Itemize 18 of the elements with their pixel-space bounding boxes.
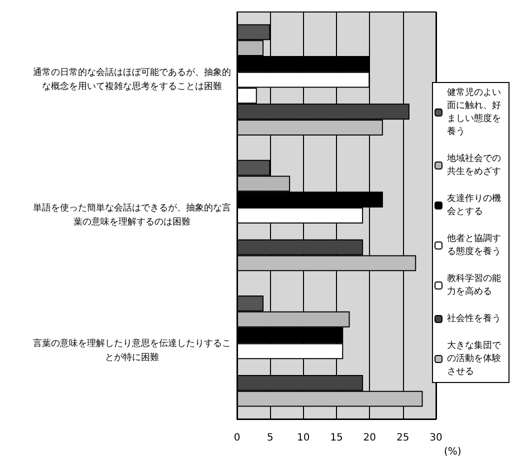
x-tick-label: 5 <box>266 432 274 444</box>
x-tick-label: 25 <box>396 432 410 444</box>
x-tick-label: 30 <box>430 432 442 444</box>
y-tick-label: 言葉の意味を理解したり意思を伝達したりすることが特に困難 <box>33 338 231 364</box>
x-tick-label: 20 <box>363 432 376 444</box>
x-axis-title: (%) <box>444 446 462 458</box>
legend-label: 健常児のよい面に触れ、好ましい態度を養う <box>447 87 501 137</box>
x-tick-label: 15 <box>330 432 343 444</box>
x-tick-label: 10 <box>296 432 310 444</box>
y-tick-label: 通常の日常的な会話はほぼ可能であるが、抽象的な概念を用いて複雑な思考をすることは困難 <box>33 66 231 92</box>
legend-label: 友達作りの機会とする <box>447 193 501 217</box>
legend-label: 地域社会での共生をめざす <box>446 153 501 177</box>
legend-label: 他者と協調する態度を養う <box>447 233 501 257</box>
x-tick-label: 0 <box>234 432 240 444</box>
y-tick-label: 単語を使った簡単な会話はできるが、抽象的な言葉の意味を理解するのは困難 <box>33 202 231 228</box>
legend-label: 大きな集団での活動を体験させる <box>447 340 502 377</box>
legend-label: 社会性を養う <box>447 313 501 324</box>
legend-label: 教科学習の能力を高める <box>447 273 501 297</box>
